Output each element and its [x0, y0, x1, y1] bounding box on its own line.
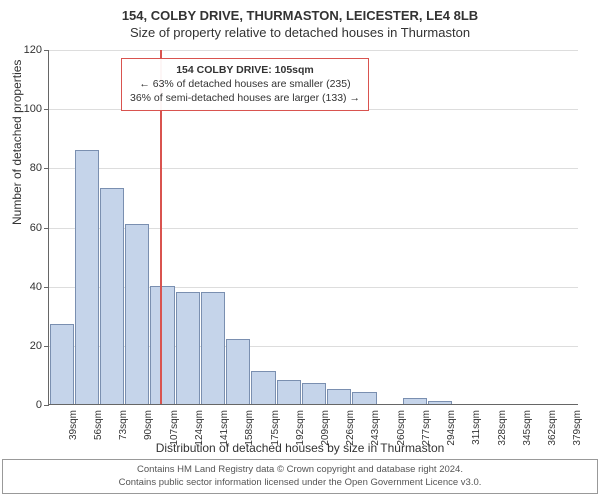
footer-line-2: Contains public sector information licen… — [3, 477, 597, 489]
annotation-title: 154 COLBY DRIVE: 105sqm — [130, 63, 360, 77]
histogram-bar — [302, 383, 326, 404]
histogram-bar — [352, 392, 376, 404]
histogram-bar — [75, 150, 99, 404]
chart-title-main: 154, COLBY DRIVE, THURMASTON, LEICESTER,… — [0, 0, 600, 23]
histogram-bar — [100, 188, 124, 404]
chart-container: 154, COLBY DRIVE, THURMASTON, LEICESTER,… — [0, 0, 600, 500]
ytick-mark — [44, 109, 49, 110]
annotation-line-smaller: ← 63% of detached houses are smaller (23… — [130, 77, 360, 91]
histogram-bar — [428, 401, 452, 404]
chart-footer: Contains HM Land Registry data © Crown c… — [2, 459, 598, 494]
chart-plot: 39sqm56sqm73sqm90sqm107sqm124sqm141sqm15… — [48, 50, 578, 405]
ytick-label: 60 — [12, 222, 42, 234]
y-axis-label: Number of detached properties — [10, 60, 24, 225]
footer-line-1: Contains HM Land Registry data © Crown c… — [3, 464, 597, 476]
histogram-bar — [125, 224, 149, 404]
histogram-bar — [277, 380, 301, 404]
histogram-bar — [201, 292, 225, 404]
gridline — [49, 50, 578, 51]
ytick-label: 40 — [12, 281, 42, 293]
annotation-box: 154 COLBY DRIVE: 105sqm← 63% of detached… — [121, 58, 369, 111]
ytick-label: 20 — [12, 340, 42, 352]
ytick-mark — [44, 405, 49, 406]
ytick-label: 120 — [12, 44, 42, 56]
ytick-mark — [44, 50, 49, 51]
histogram-bar — [403, 398, 427, 404]
histogram-bar — [150, 286, 174, 404]
histogram-bar — [251, 371, 275, 404]
ytick-label: 100 — [12, 103, 42, 115]
ytick-label: 80 — [12, 162, 42, 174]
annotation-line-larger: 36% of semi-detached houses are larger (… — [130, 91, 360, 105]
ytick-mark — [44, 287, 49, 288]
gridline — [49, 168, 578, 169]
histogram-bar — [176, 292, 200, 404]
histogram-bar — [50, 324, 74, 404]
histogram-bar — [226, 339, 250, 404]
ytick-mark — [44, 228, 49, 229]
ytick-mark — [44, 168, 49, 169]
chart-title-sub: Size of property relative to detached ho… — [0, 23, 600, 40]
histogram-bar — [327, 389, 351, 404]
ytick-mark — [44, 346, 49, 347]
ytick-label: 0 — [12, 399, 42, 411]
plot-area: 39sqm56sqm73sqm90sqm107sqm124sqm141sqm15… — [48, 50, 578, 405]
x-axis-label: Distribution of detached houses by size … — [0, 441, 600, 455]
